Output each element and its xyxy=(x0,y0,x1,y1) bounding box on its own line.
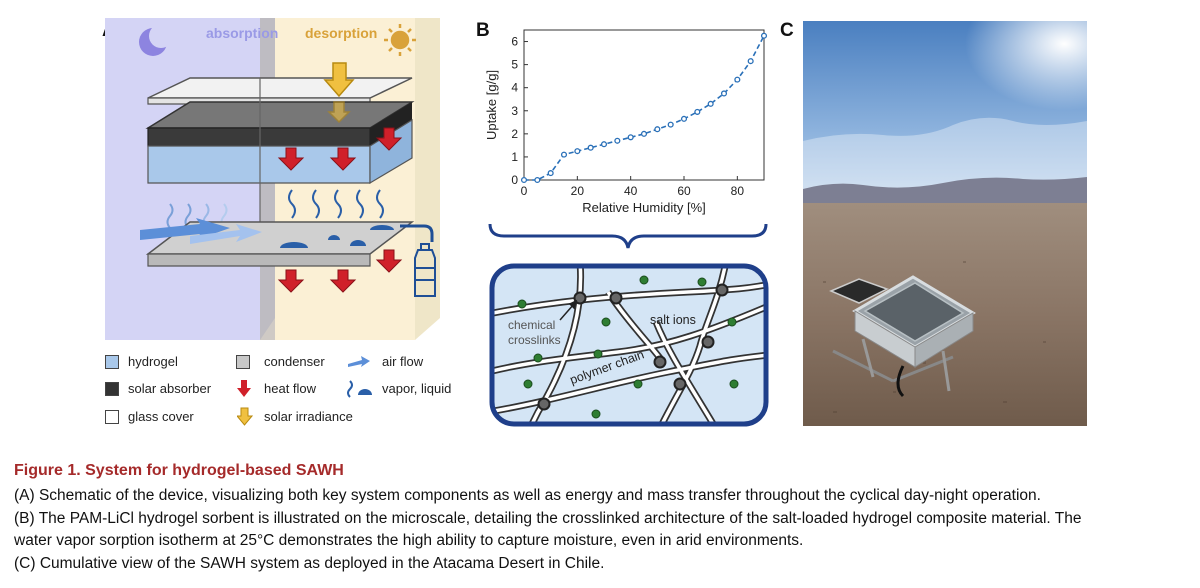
caption-line-b1: (B) The PAM-LiCl hydrogel sorbent is ill… xyxy=(14,509,1082,527)
y-tick-label: 5 xyxy=(511,58,518,72)
data-point xyxy=(587,144,594,151)
zoom-brace xyxy=(488,223,768,249)
device-photo xyxy=(829,275,976,398)
crosslink-pointer xyxy=(559,299,578,321)
caption-line-b2: water vapor sorption isotherm at 25°C de… xyxy=(14,532,804,549)
glass-cover xyxy=(147,77,413,99)
salt-ions-label: salt ions xyxy=(650,313,696,327)
panel-a-schematic xyxy=(105,18,440,340)
series-line xyxy=(524,35,765,181)
y-tick-label: 0 xyxy=(511,173,518,187)
legend-solar-irradiance: solar irradiance xyxy=(264,409,353,424)
caption-line-c: (C) Cumulative view of the SAWH system a… xyxy=(14,554,605,572)
vapor-liquid-icon xyxy=(347,380,372,398)
data-point xyxy=(667,121,674,128)
data-point xyxy=(560,151,568,158)
figure-caption-body: (A) Schematic of the device, visualizing… xyxy=(14,485,1194,575)
legend-glass-cover-swatch xyxy=(105,410,119,424)
isotherm-chart: 0 20 40 60 80 0 1 2 3 4 5 6 Relative Humidity [%] Upt… xyxy=(484,29,768,215)
solar-irradiance-icon xyxy=(237,407,253,426)
air-flow-arrows xyxy=(140,218,262,244)
data-point xyxy=(547,170,554,177)
data-point xyxy=(734,76,741,83)
data-point xyxy=(574,148,581,155)
data-point xyxy=(747,58,754,65)
hydrogel-microstructure xyxy=(489,263,769,427)
data-point xyxy=(680,115,688,122)
liquid-droplets xyxy=(280,225,394,248)
x-axis-label: Relative Humidity [%] xyxy=(582,200,706,215)
plot-frame xyxy=(523,29,765,181)
x-tick-label: 40 xyxy=(624,184,638,198)
chemical-label: chemical xyxy=(508,318,556,332)
x-tick-label: 60 xyxy=(677,184,691,198)
data-point xyxy=(600,141,608,148)
legend-heat-flow: heat flow xyxy=(264,381,317,396)
legend-glass-cover: glass cover xyxy=(128,409,194,424)
data-point xyxy=(627,134,634,141)
data-point xyxy=(760,32,768,39)
legend: hydrogel condenser air flow solar absorb… xyxy=(100,350,470,430)
data-point xyxy=(614,137,621,144)
moon-icon xyxy=(139,24,173,56)
crosslinks-label: crosslinks xyxy=(508,333,561,347)
crosslink-nodes xyxy=(537,283,729,411)
x-tick-label: 0 xyxy=(521,184,528,198)
data-point xyxy=(694,108,701,115)
legend-air-flow: air flow xyxy=(382,354,424,369)
legend-hydrogel: hydrogel xyxy=(128,354,178,369)
panel-c-letter: C xyxy=(780,20,794,41)
legend-condenser: condenser xyxy=(264,354,325,369)
data-point xyxy=(640,130,648,137)
y-tick-label: 6 xyxy=(511,35,518,49)
y-tick-label: 3 xyxy=(511,104,518,118)
legend-solar-absorber-swatch xyxy=(105,382,119,396)
desorption-label: desorption xyxy=(305,25,378,41)
sun-icon xyxy=(384,24,416,56)
salt-ions xyxy=(517,275,739,419)
legend-solar-absorber: solar absorber xyxy=(128,381,212,396)
y-tick-label: 2 xyxy=(511,127,518,141)
deployment-photo xyxy=(803,21,1087,426)
x-tick-label: 80 xyxy=(731,184,745,198)
heat-flow-icon xyxy=(237,380,251,397)
legend-vapor-liquid: vapor, liquid xyxy=(382,381,452,396)
legend-hydrogel-swatch xyxy=(105,355,119,369)
data-point xyxy=(720,90,728,97)
figure-caption-title: Figure 1. System for hydrogel-based SAWH xyxy=(14,462,344,479)
air-flow-icon xyxy=(348,356,370,367)
panel-b-letter: B xyxy=(476,20,490,41)
absorption-label: absorption xyxy=(206,25,279,41)
y-tick-label: 1 xyxy=(511,150,518,164)
heat-flow-arrows xyxy=(277,127,403,293)
chemical-crosslinks-label: chemical crosslinks xyxy=(508,318,561,348)
data-point xyxy=(534,176,541,184)
hydrogel-block xyxy=(147,145,371,184)
y-tick-label: 4 xyxy=(511,81,518,95)
data-point xyxy=(707,100,714,107)
caption-line-a: (A) Schematic of the device, visualizing… xyxy=(14,487,1041,504)
solar-irradiance-arrow xyxy=(323,62,355,124)
data-point xyxy=(520,176,528,184)
side-wall xyxy=(415,18,440,340)
solar-absorber xyxy=(145,101,415,129)
x-tick-label: 20 xyxy=(571,184,585,198)
y-axis-label: Uptake [g/g] xyxy=(484,70,499,140)
legend-condenser-swatch xyxy=(236,355,250,369)
data-point xyxy=(654,126,661,133)
water-bottle-icon xyxy=(414,243,436,297)
